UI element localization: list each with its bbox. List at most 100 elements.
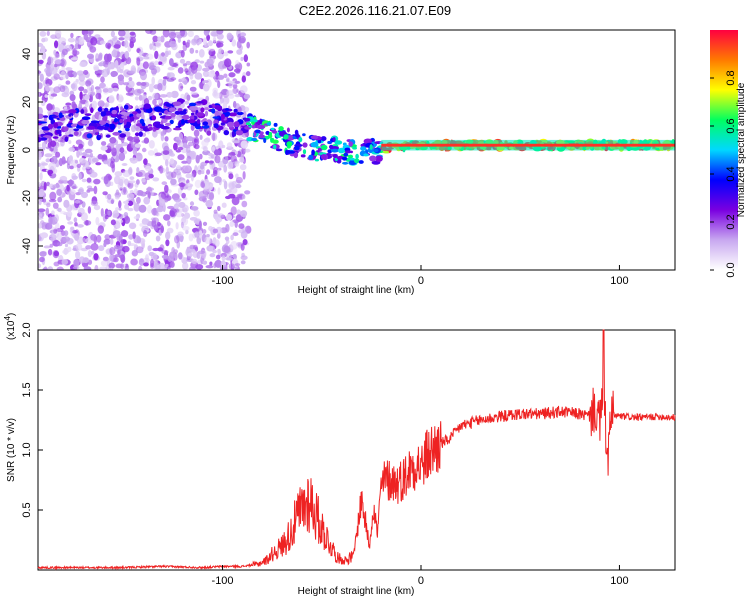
spectrogram-cell (161, 118, 168, 124)
spectrogram-cell (216, 42, 224, 48)
spectrogram-cell (47, 169, 54, 175)
spectrogram-cell (212, 132, 216, 142)
spectrogram-cell (127, 200, 134, 207)
spectrogram-cell (91, 250, 95, 255)
spectrogram-cell (167, 111, 172, 115)
spectrogram-cell (119, 118, 124, 124)
spectrogram-cell (164, 136, 169, 142)
spectrogram-cell (57, 196, 63, 203)
spectrogram-cell (136, 179, 140, 185)
spectrogram-cell (90, 37, 98, 46)
spectrogram-cell (123, 212, 129, 217)
spectrogram-cell (85, 80, 92, 87)
spectrogram-cell (165, 159, 169, 167)
snr-x-axis-label: Height of straight line (km) (298, 586, 415, 597)
spectrogram-cell (103, 176, 109, 185)
spectrogram-cell (129, 116, 135, 122)
spectrogram-cell (165, 263, 169, 268)
spectrogram-cell (196, 119, 201, 125)
spectrogram-cell (189, 106, 199, 111)
spectrogram-cell (124, 50, 130, 59)
spectrogram-cell (202, 37, 207, 46)
spectrogram-cell (228, 263, 235, 270)
snr-y-tick-label: 1.0 (21, 442, 33, 457)
spectrogram-cell (124, 203, 130, 210)
spectrogram-cell (41, 162, 48, 166)
spectrogram-cell (49, 243, 54, 248)
spectrogram-cell (208, 160, 215, 164)
spectrogram-cell (162, 30, 170, 38)
spectrogram-cell (79, 61, 87, 68)
spectrogram-cell (56, 266, 64, 270)
spectrogram-cell (53, 86, 61, 93)
spectrogram-cell (38, 59, 44, 64)
spectrogram-cell (164, 50, 169, 58)
spectrogram-cell (118, 37, 125, 41)
spectrogram-heatmap (38, 30, 675, 270)
spectrogram-cell (234, 263, 241, 267)
spectrogram-cell (74, 199, 80, 204)
spectrogram-cell (212, 87, 218, 94)
spectrogram-cell (54, 53, 60, 59)
spectrogram-cell (67, 221, 74, 225)
snr-y-ticks: 0.5 1.0 1.5 2.0 (21, 322, 43, 518)
spectrogram-cell (348, 141, 354, 147)
spectrogram-cell (76, 163, 82, 168)
spectrogram-cell (87, 187, 95, 192)
spectrogram-cell (62, 236, 71, 243)
spectrogram-cell (138, 258, 145, 266)
spectrogram-cell (41, 100, 46, 107)
spectrogram-cell (82, 109, 88, 114)
spectrogram-cell (224, 236, 230, 241)
spectrogram-cell (72, 230, 78, 234)
spectrogram-cell (79, 157, 86, 164)
spectrogram-cell (84, 148, 93, 154)
spectrogram-cell (78, 187, 84, 195)
spectrogram-cell (270, 127, 275, 131)
spectrogram-x-tick-label: 0 (418, 275, 424, 287)
spectrogram-cell (217, 187, 221, 195)
spectrogram-cell (64, 243, 69, 248)
spectrogram-cell (59, 175, 68, 182)
spectrogram-cell (72, 185, 78, 190)
spectrogram-cell (47, 248, 53, 256)
spectrogram-cell (287, 150, 295, 154)
spectrogram-cell (201, 182, 205, 188)
spectrogram-cell (179, 30, 186, 37)
spectrogram-cell (54, 40, 59, 49)
spectrogram-cell (314, 158, 319, 162)
spectrogram-cell (87, 30, 94, 35)
spectrogram-cell (239, 164, 247, 171)
spectrogram-cell (360, 146, 367, 151)
spectrogram-cell (94, 264, 99, 270)
spectrogram-cell (143, 158, 148, 166)
spectrogram-cell (91, 100, 98, 110)
spectrogram-cell (203, 145, 208, 152)
spectrogram-cell (93, 253, 99, 261)
spectrogram-cell (43, 37, 49, 42)
spectrogram-cell (109, 123, 116, 130)
spectrogram-cell (161, 249, 169, 255)
spectrogram-cell (67, 156, 73, 165)
spectrogram-cell (104, 215, 109, 220)
spectrogram-cell (223, 51, 229, 57)
spectrogram-cell (68, 109, 77, 114)
spectrogram-cell (38, 151, 42, 161)
spectrogram-cell (169, 158, 175, 165)
spectrogram-cell (122, 82, 130, 86)
spectrogram-cell (200, 99, 208, 106)
spectrogram-cell (39, 31, 47, 37)
spectrogram-cell (43, 245, 51, 249)
colorbar-tick-label: 0.6 (725, 118, 737, 133)
spectrogram-cell (349, 157, 355, 161)
spectrogram-cell (182, 204, 189, 213)
spectrogram-cell (84, 154, 91, 158)
spectrogram-cell (233, 108, 238, 113)
spectrogram-cell (78, 86, 85, 92)
spectrogram-cell (123, 104, 129, 110)
spectrogram-cell (135, 246, 144, 254)
spectrogram-cell (77, 36, 85, 45)
spectrogram-cell (205, 199, 214, 208)
spectrogram-cell (102, 191, 108, 196)
spectrogram-cell (202, 260, 208, 265)
